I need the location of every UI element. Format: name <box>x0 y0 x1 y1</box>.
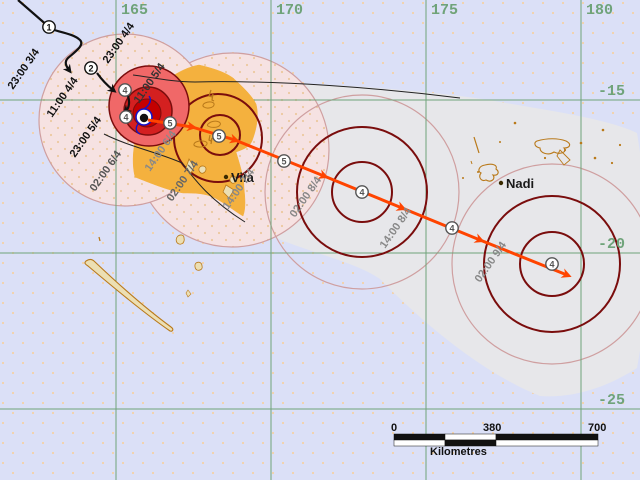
svg-text:Nadi: Nadi <box>506 176 534 191</box>
svg-text:175: 175 <box>431 2 458 19</box>
svg-text:4: 4 <box>449 224 454 234</box>
svg-text:2: 2 <box>88 64 93 74</box>
svg-text:4: 4 <box>122 86 127 96</box>
svg-text:5: 5 <box>281 157 286 167</box>
svg-text:5: 5 <box>167 119 172 129</box>
svg-text:380: 380 <box>483 422 501 434</box>
svg-text:-15: -15 <box>598 83 625 100</box>
svg-text:4: 4 <box>123 113 128 123</box>
svg-text:-20: -20 <box>598 236 625 253</box>
svg-text:170: 170 <box>276 2 303 19</box>
svg-text:5: 5 <box>216 132 221 142</box>
svg-text:1: 1 <box>46 23 51 33</box>
svg-text:700: 700 <box>588 422 606 434</box>
svg-text:Kilometres: Kilometres <box>430 446 487 458</box>
svg-text:180: 180 <box>586 2 613 19</box>
svg-text:-25: -25 <box>598 392 625 409</box>
svg-text:4: 4 <box>359 188 364 198</box>
svg-text:4: 4 <box>549 260 554 270</box>
svg-text:165: 165 <box>121 2 148 19</box>
svg-text:0: 0 <box>391 422 397 434</box>
